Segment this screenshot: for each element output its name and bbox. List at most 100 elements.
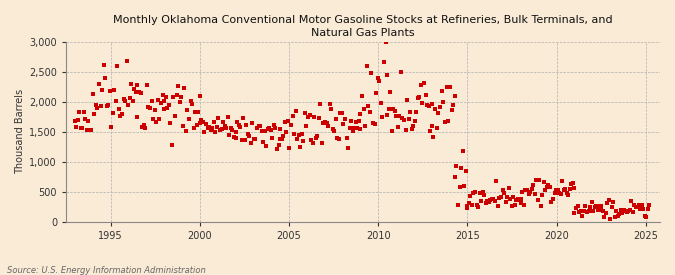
Point	[83, 119, 94, 123]
Point	[263, 127, 273, 131]
Point	[167, 143, 178, 148]
Point	[414, 95, 425, 99]
Point	[554, 191, 564, 195]
Point	[608, 200, 618, 205]
Point	[188, 125, 199, 130]
Point	[629, 203, 640, 207]
Point	[137, 125, 148, 129]
Point	[508, 195, 518, 200]
Point	[516, 197, 526, 201]
Point	[403, 117, 414, 121]
Point	[529, 192, 540, 197]
Point	[115, 114, 126, 119]
Point	[269, 122, 279, 127]
Point	[569, 211, 580, 216]
Point	[570, 205, 581, 210]
Point	[392, 125, 403, 129]
Point	[94, 82, 105, 87]
Point	[644, 202, 655, 207]
Point	[610, 214, 620, 219]
Point	[537, 193, 547, 197]
Point	[111, 99, 122, 103]
Point	[92, 106, 103, 110]
Point	[495, 195, 506, 199]
Point	[476, 198, 487, 203]
Point	[78, 109, 89, 114]
Point	[524, 189, 535, 194]
Point	[627, 210, 638, 214]
Point	[599, 214, 610, 219]
Point	[77, 126, 88, 130]
Point	[355, 111, 366, 116]
Point	[502, 195, 512, 199]
Point	[132, 115, 143, 119]
Point	[423, 104, 434, 109]
Point	[324, 102, 335, 106]
Point	[284, 146, 295, 150]
Point	[210, 130, 221, 134]
Point	[142, 83, 153, 88]
Point	[635, 207, 646, 211]
Point	[286, 122, 296, 127]
Point	[349, 126, 360, 131]
Point	[143, 104, 154, 109]
Point	[103, 102, 113, 107]
Point	[191, 123, 202, 127]
Point	[140, 126, 151, 131]
Point	[312, 133, 323, 138]
Point	[98, 63, 109, 67]
Point	[364, 110, 375, 114]
Point	[605, 216, 616, 221]
Point	[241, 123, 252, 128]
Point	[346, 119, 356, 123]
Point	[540, 188, 551, 192]
Point	[207, 125, 217, 130]
Point	[319, 119, 330, 124]
Point	[273, 142, 284, 147]
Point	[261, 144, 271, 148]
Point	[146, 99, 157, 103]
Point	[95, 103, 106, 108]
Point	[462, 205, 472, 210]
Point	[417, 101, 428, 105]
Point	[450, 94, 460, 98]
Point	[332, 136, 343, 140]
Point	[318, 121, 329, 125]
Point	[200, 122, 211, 127]
Point	[408, 124, 418, 128]
Point	[406, 126, 417, 131]
Point	[317, 141, 327, 145]
Point	[534, 178, 545, 182]
Point	[258, 140, 269, 144]
Point	[400, 128, 411, 132]
Point	[119, 99, 130, 104]
Point	[572, 204, 583, 208]
Point	[350, 119, 361, 124]
Point	[157, 93, 168, 97]
Point	[235, 125, 246, 129]
Point	[256, 129, 267, 133]
Point	[194, 94, 205, 98]
Point	[300, 111, 310, 116]
Point	[180, 129, 191, 133]
Point	[459, 184, 470, 188]
Point	[477, 190, 488, 195]
Point	[171, 93, 182, 97]
Point	[611, 209, 622, 213]
Point	[244, 134, 254, 139]
Text: Source: U.S. Energy Information Administration: Source: U.S. Energy Information Administ…	[7, 266, 205, 275]
Point	[122, 59, 132, 64]
Point	[112, 64, 123, 68]
Point	[643, 207, 653, 212]
Point	[156, 101, 167, 106]
Point	[422, 103, 433, 108]
Point	[412, 96, 423, 101]
Point	[176, 95, 186, 100]
Point	[327, 127, 338, 131]
Point	[436, 89, 447, 93]
Point	[371, 91, 381, 95]
Point	[518, 203, 529, 207]
Point	[621, 209, 632, 214]
Point	[560, 186, 570, 191]
Point	[216, 127, 227, 131]
